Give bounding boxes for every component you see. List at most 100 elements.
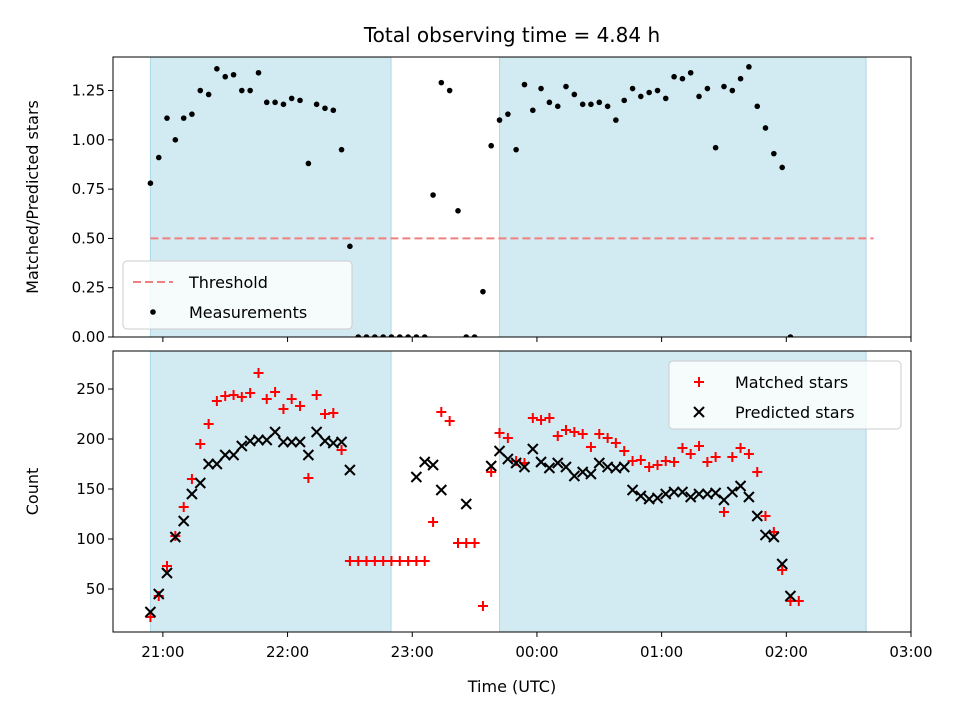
data-point	[726, 486, 739, 498]
data-point	[446, 87, 453, 94]
data-point	[435, 484, 448, 496]
data-point	[380, 334, 386, 337]
data-point	[344, 556, 355, 566]
data-point	[635, 455, 646, 465]
data-point	[255, 69, 262, 76]
y-tick-label: 0.00	[72, 328, 105, 346]
data-point	[693, 488, 705, 500]
data-point	[419, 556, 430, 566]
data-point	[394, 556, 405, 566]
data-point	[563, 83, 569, 90]
data-point	[427, 459, 439, 471]
legend-label: Matched stars	[735, 373, 848, 392]
data-point	[469, 538, 480, 548]
data-point	[305, 160, 312, 167]
data-point	[696, 93, 702, 100]
data-point	[239, 87, 245, 94]
data-point	[286, 394, 297, 404]
data-point	[186, 488, 198, 500]
legend-box	[668, 360, 902, 430]
data-point	[771, 150, 777, 157]
data-point	[144, 606, 157, 618]
data-point	[153, 588, 165, 600]
data-point	[638, 93, 644, 100]
data-point	[421, 334, 428, 337]
data-point	[576, 466, 589, 478]
data-point	[762, 125, 769, 131]
data-point	[546, 99, 553, 106]
data-point	[743, 449, 754, 459]
y-tick-label: 0.25	[72, 279, 105, 297]
data-point	[684, 491, 697, 503]
data-point	[751, 510, 763, 522]
data-point	[322, 105, 328, 112]
x-tick-label: 22:00	[266, 643, 309, 661]
data-point	[480, 288, 486, 295]
legend-label: Predicted stars	[735, 403, 855, 422]
data-point	[145, 612, 156, 622]
data-point	[228, 390, 239, 400]
data-point	[776, 558, 788, 570]
data-point	[543, 462, 556, 474]
data-point	[214, 66, 220, 72]
data-point	[195, 439, 206, 449]
legend-box	[122, 260, 353, 330]
data-point	[294, 436, 306, 448]
data-point	[488, 142, 494, 149]
legend-predicted-swatch	[693, 406, 705, 418]
data-point	[396, 334, 403, 337]
data-point	[236, 440, 248, 452]
y-tick-label: 250	[76, 380, 105, 398]
data-point	[211, 458, 223, 470]
data-point	[651, 492, 664, 504]
data-point	[513, 146, 519, 153]
data-point	[604, 103, 611, 110]
axes-frame	[112, 56, 912, 338]
data-point	[536, 415, 547, 425]
data-point	[538, 85, 544, 92]
data-point	[779, 164, 785, 171]
data-point	[610, 438, 621, 448]
data-point	[530, 107, 536, 114]
shaded-interval	[499, 56, 867, 338]
data-point	[502, 433, 513, 443]
data-point	[369, 556, 380, 566]
data-point	[593, 457, 605, 469]
data-point	[635, 490, 647, 502]
data-point	[164, 115, 170, 121]
data-point	[777, 565, 788, 575]
data-point	[313, 101, 320, 108]
y-tick-label: 50	[86, 580, 105, 598]
data-point	[754, 103, 761, 110]
shaded-interval	[149, 350, 392, 633]
data-point	[278, 404, 289, 414]
data-point	[261, 394, 272, 404]
data-point	[311, 390, 322, 400]
data-point	[361, 556, 372, 566]
data-point	[344, 464, 356, 476]
data-point	[172, 137, 179, 143]
data-point	[685, 449, 696, 459]
data-point	[269, 426, 281, 438]
data-point	[784, 590, 797, 602]
data-point	[263, 99, 270, 106]
x-tick-label: 02:00	[765, 643, 808, 661]
data-point	[236, 392, 247, 402]
data-point	[734, 480, 747, 492]
data-point	[718, 507, 729, 517]
data-point	[438, 79, 445, 86]
plot-area	[144, 368, 804, 622]
y-tick-label: 0.75	[72, 180, 105, 198]
y-tick-label: 1.00	[72, 131, 105, 149]
y-tick-label: 150	[76, 480, 105, 498]
data-point	[460, 498, 472, 510]
data-point	[347, 243, 353, 250]
data-point	[502, 453, 514, 465]
data-point	[295, 401, 306, 411]
data-point	[272, 99, 278, 106]
data-point	[571, 91, 578, 98]
data-point	[496, 117, 503, 123]
data-point	[338, 146, 345, 153]
data-point	[161, 561, 172, 571]
legend-label: Threshold	[188, 273, 268, 292]
